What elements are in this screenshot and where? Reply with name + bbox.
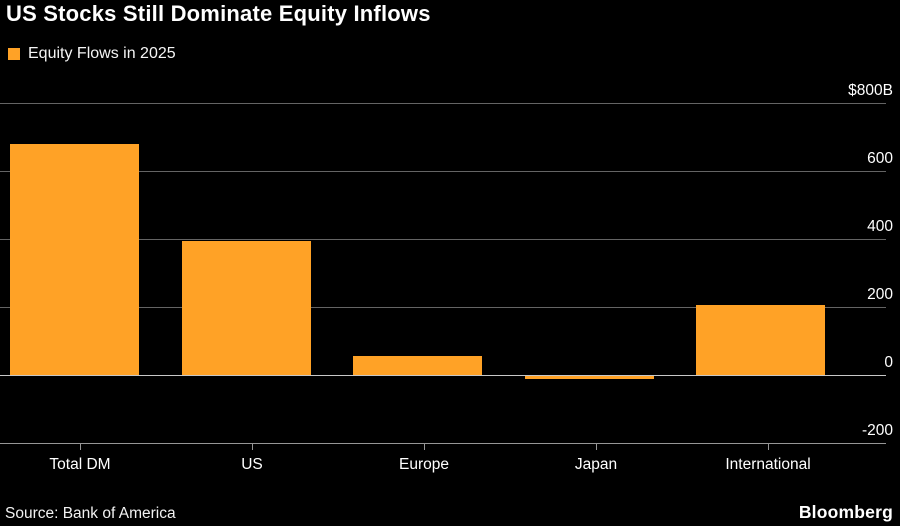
gridline [0, 307, 886, 308]
y-axis-label: $800B [848, 82, 893, 99]
gridline [0, 171, 886, 172]
source-label: Source: Bank of America [5, 505, 176, 522]
bloomberg-logo: Bloomberg [798, 502, 893, 522]
y-axis-label: 600 [867, 150, 893, 167]
x-axis-tick [424, 443, 425, 450]
legend-swatch-icon [8, 48, 20, 60]
bar-total-dm [10, 143, 139, 375]
gridline [0, 239, 886, 240]
x-axis-tick [80, 443, 81, 450]
zero-gridline [0, 374, 886, 376]
legend: Equity Flows in 2025 [8, 45, 176, 63]
legend-label: Equity Flows in 2025 [28, 45, 176, 62]
y-axis-label: 400 [867, 218, 893, 235]
bar-europe [353, 356, 482, 375]
bar-japan [524, 376, 654, 380]
x-axis-label: Europe [399, 456, 449, 473]
x-axis-line [0, 443, 886, 444]
x-axis-label: US [241, 456, 263, 473]
y-axis-label: -200 [861, 422, 893, 439]
bar-international [696, 305, 825, 375]
chart-title: US Stocks Still Dominate Equity Inflows [6, 1, 431, 26]
x-axis-tick [252, 443, 253, 450]
x-axis-label: Total DM [49, 456, 111, 473]
gridline [0, 103, 886, 104]
y-axis-label: 0 [884, 354, 893, 371]
bar-us [181, 240, 311, 375]
x-axis-tick [768, 443, 769, 450]
x-axis-tick [596, 443, 597, 450]
y-axis-label: 200 [867, 286, 893, 303]
x-axis-label: Japan [574, 456, 618, 473]
x-axis-label: International [725, 456, 811, 473]
